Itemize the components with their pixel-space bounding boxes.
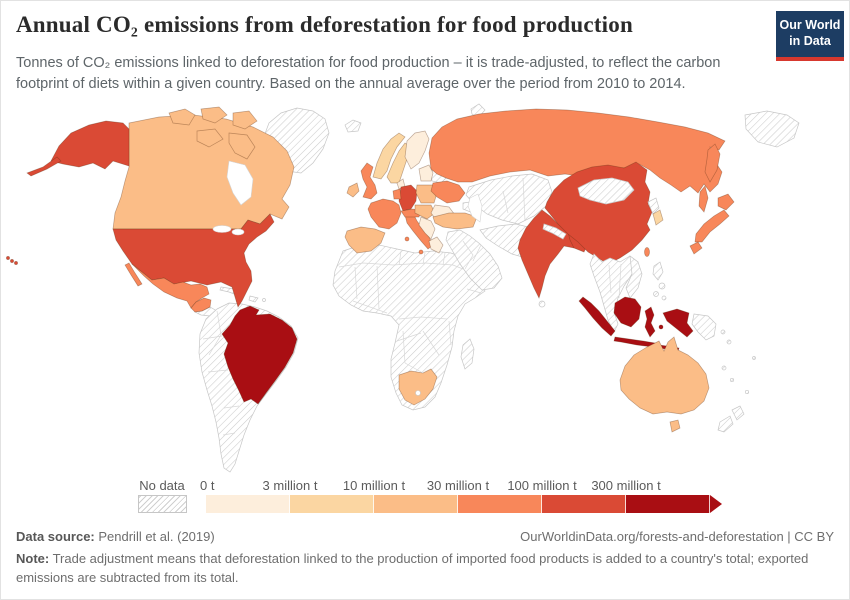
footer-note: Note: Trade adjustment means that defore… <box>16 550 834 588</box>
hudson-bay <box>226 160 254 206</box>
caspian-sea <box>467 193 483 223</box>
country-south-africa[interactable] <box>398 368 438 406</box>
region-balkans[interactable] <box>418 216 436 240</box>
country-norway[interactable] <box>372 132 406 180</box>
country-hawaii[interactable] <box>6 256 10 260</box>
legend-no-data-label: No data <box>139 478 185 493</box>
country-brazil[interactable] <box>221 305 298 405</box>
region-africa-nodata[interactable] <box>332 244 486 411</box>
legend-bar <box>206 495 710 513</box>
data-source-label: Data source: <box>16 529 95 544</box>
legend-tick-label: 30 million t <box>426 478 490 493</box>
great-lakes <box>212 225 232 233</box>
region-iberia[interactable] <box>344 226 386 254</box>
country-finland[interactable] <box>404 130 430 170</box>
country-germany[interactable] <box>398 184 418 212</box>
owid-logo-accent-bar <box>776 57 844 61</box>
region-middle-east[interactable] <box>445 229 503 291</box>
country-madagascar[interactable] <box>460 338 475 370</box>
country-philippines[interactable] <box>652 261 664 281</box>
country-australia-group <box>619 336 710 433</box>
country-mexico[interactable] <box>131 263 210 309</box>
legend-band-2[interactable] <box>374 495 458 513</box>
country-papua-new-guinea-group <box>691 313 732 345</box>
country-turkey[interactable] <box>432 212 478 230</box>
lesotho-gap <box>415 390 421 396</box>
legend-tick-label: 3 million t <box>262 478 318 493</box>
legend-arrow <box>710 495 722 513</box>
country-ukraine[interactable] <box>430 180 466 204</box>
legend-ticks: 0 t 3 million t 10 million t 30 million t 10… <box>200 478 766 493</box>
legend-band-0[interactable] <box>206 495 290 513</box>
country-sri-lanka[interactable] <box>538 300 546 308</box>
legend-tick-label: 300 million t <box>591 478 661 493</box>
country-iceland[interactable] <box>344 119 362 133</box>
country-north-korea[interactable] <box>647 197 660 215</box>
country-philippines-group <box>652 261 667 301</box>
country-new-zealand-group <box>717 405 745 433</box>
country-japan[interactable] <box>717 193 735 211</box>
region-pacific-islands <box>721 356 756 395</box>
country-mongolia[interactable] <box>577 177 635 205</box>
region-baltics[interactable] <box>418 164 434 182</box>
country-russia-group <box>428 108 726 213</box>
legend-tick-label: 0 t <box>200 478 215 493</box>
legend-tick-label: 10 million t <box>342 478 406 493</box>
country-papua-new-guinea[interactable] <box>691 313 717 341</box>
legend-band-4[interactable] <box>542 495 626 513</box>
great-lakes <box>231 228 245 236</box>
region-benelux[interactable] <box>392 188 402 200</box>
owid-logo-line2: in Data <box>789 33 831 48</box>
owid-logo-line1: Our World <box>779 18 841 32</box>
page-title: Annual CO₂ emissions from deforestation … <box>16 12 633 37</box>
country-ireland[interactable] <box>346 182 360 198</box>
country-indonesia[interactable] <box>578 296 616 337</box>
country-usa-group <box>6 120 275 308</box>
footer-link[interactable]: OurWorldinData.org/forests-and-deforesta… <box>520 529 834 544</box>
region-czech-hungary[interactable] <box>414 204 436 220</box>
legend-band-5[interactable] <box>626 495 710 513</box>
legend-band-3[interactable] <box>458 495 542 513</box>
country-greece[interactable] <box>428 236 444 254</box>
country-taiwan[interactable] <box>644 247 650 257</box>
owid-logo[interactable]: Our World in Data <box>776 11 844 61</box>
footer-note-label: Note: <box>16 551 50 566</box>
region-arctic-islands[interactable] <box>744 110 800 148</box>
footer-source-row: Data source: Pendrill et al. (2019) OurW… <box>16 529 834 544</box>
lakes <box>212 160 483 236</box>
country-nepal[interactable] <box>542 223 567 240</box>
legend-no-data-swatch[interactable] <box>138 495 187 513</box>
country-australia[interactable] <box>619 336 710 415</box>
data-source-value: Pendrill et al. (2019) <box>94 529 215 544</box>
country-new-zealand[interactable] <box>731 405 745 421</box>
country-mexico-group <box>124 262 212 313</box>
footer-note-text: Trade adjustment means that deforestatio… <box>16 551 809 585</box>
legend-tick-label: 100 million t <box>507 478 577 493</box>
country-china-group <box>544 161 653 271</box>
legend-band-1[interactable] <box>290 495 374 513</box>
country-alaska[interactable] <box>50 120 130 170</box>
country-japan-group <box>689 193 735 255</box>
country-south-korea[interactable] <box>652 209 664 226</box>
country-borders-decoration <box>202 177 622 436</box>
data-source-line: Data source: Pendrill et al. (2019) <box>16 529 215 544</box>
country-russia[interactable] <box>428 108 726 194</box>
page-subtitle: Tonnes of CO₂ emissions linked to defore… <box>16 55 721 92</box>
country-indonesia-group <box>578 296 694 352</box>
country-uk[interactable] <box>360 162 378 200</box>
country-canada-group <box>112 106 295 230</box>
country-france[interactable] <box>367 198 402 230</box>
